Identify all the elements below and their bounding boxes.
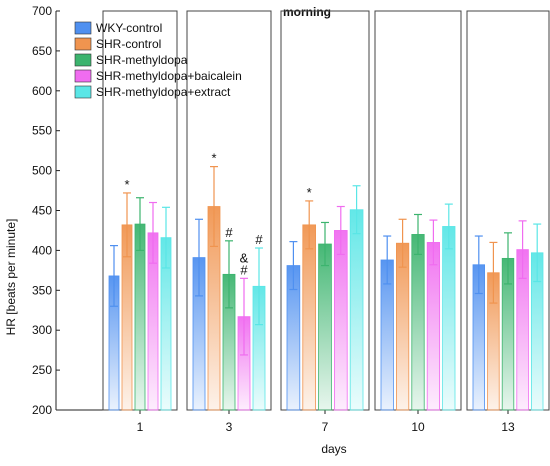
significance-marker: * bbox=[307, 185, 312, 200]
significance-marker: # bbox=[240, 262, 248, 277]
error-bar bbox=[429, 219, 438, 266]
legend-swatch bbox=[74, 85, 92, 99]
y-tick-label: 600 bbox=[32, 84, 52, 98]
error-bar bbox=[305, 200, 314, 250]
legend-swatch bbox=[74, 53, 92, 67]
bar-7-2 bbox=[318, 243, 332, 411]
error-bar bbox=[110, 245, 118, 307]
significance-marker: # bbox=[225, 225, 233, 240]
bar-10-1 bbox=[395, 242, 410, 411]
y-axis-label: HR [beats per minute] bbox=[4, 219, 18, 336]
bar-10-4 bbox=[442, 226, 456, 411]
error-bar bbox=[474, 235, 483, 295]
y-tick-label: 350 bbox=[32, 283, 52, 297]
y-tick-label: 250 bbox=[32, 363, 52, 377]
bar-1-2 bbox=[134, 223, 146, 411]
error-bar bbox=[414, 213, 422, 255]
x-tick-label: 3 bbox=[226, 420, 233, 434]
error-bar bbox=[255, 247, 263, 326]
error-bar bbox=[162, 206, 170, 269]
error-bar bbox=[444, 203, 453, 250]
legend-item: SHR-methyldopa+baicalein bbox=[74, 69, 242, 83]
x-tick-label: 7 bbox=[322, 420, 329, 434]
legend-label: SHR-methyldopa+baicalein bbox=[96, 69, 242, 83]
error-bar bbox=[149, 201, 157, 264]
x-tick-label: 1 bbox=[137, 420, 144, 434]
bar-10-2 bbox=[411, 234, 425, 411]
error-bar bbox=[210, 166, 218, 248]
axes: 200 250 300 350 400 450 500 550 600 650 700 bbox=[32, 4, 103, 417]
legend: WKY-control SHR-control SHR-methyldopa SHR-… bbox=[74, 21, 242, 99]
legend-label: SHR-methyldopa+extract bbox=[96, 85, 231, 99]
error-bar bbox=[321, 221, 329, 267]
panel-day-3: 3 * #&# # bbox=[186, 10, 272, 434]
error-bar bbox=[225, 240, 233, 309]
x-tick-label: 10 bbox=[411, 420, 425, 434]
legend-label: WKY-control bbox=[96, 21, 162, 35]
panel-day-13: 13 bbox=[466, 10, 550, 434]
error-bar bbox=[489, 241, 498, 304]
bar-7-4 bbox=[349, 209, 364, 411]
error-bar bbox=[336, 205, 345, 255]
y-tick-label: 650 bbox=[32, 44, 52, 58]
significance-marker: & bbox=[240, 250, 249, 265]
bar-7-1 bbox=[302, 224, 316, 411]
legend-swatch bbox=[74, 69, 92, 83]
significance-marker: # bbox=[255, 232, 263, 247]
error-bar bbox=[136, 197, 144, 251]
chart-title: morning bbox=[283, 5, 331, 19]
day-panels: 1*3*#&##7*10 13 bbox=[102, 10, 550, 434]
legend-label: SHR-methyldopa bbox=[96, 53, 188, 67]
y-tick-label: 450 bbox=[32, 204, 52, 218]
x-axis-label: days bbox=[321, 442, 346, 456]
error-bar bbox=[533, 223, 542, 283]
bar-10-3 bbox=[426, 242, 441, 411]
significance-marker: * bbox=[124, 177, 129, 192]
legend-swatch bbox=[74, 21, 92, 35]
y-tick-label: 500 bbox=[32, 164, 52, 178]
legend-item: SHR-methyldopa bbox=[74, 53, 188, 67]
error-bar bbox=[195, 218, 203, 297]
legend-item: SHR-control bbox=[74, 37, 161, 51]
y-tick-label: 300 bbox=[32, 323, 52, 337]
y-tick-label: 200 bbox=[32, 403, 52, 417]
error-bar bbox=[123, 192, 131, 258]
legend-item: WKY-control bbox=[74, 21, 162, 35]
legend-label: SHR-control bbox=[96, 37, 161, 51]
error-bar bbox=[289, 241, 298, 291]
y-tick-label: 700 bbox=[32, 4, 52, 18]
bar-7-3 bbox=[333, 230, 348, 411]
error-bar bbox=[504, 232, 512, 285]
panel-day-10: 10 bbox=[374, 10, 462, 434]
error-bar bbox=[352, 185, 361, 235]
error-bar bbox=[518, 220, 527, 279]
legend-item: SHR-methyldopa+extract bbox=[74, 85, 231, 99]
y-tick-label: 550 bbox=[32, 124, 52, 138]
error-bar bbox=[398, 218, 407, 268]
significance-marker: * bbox=[211, 151, 216, 166]
error-bar bbox=[240, 277, 248, 356]
y-tick-label: 400 bbox=[32, 243, 52, 257]
legend-swatch bbox=[74, 37, 92, 51]
error-bar bbox=[383, 235, 392, 285]
x-tick-label: 13 bbox=[501, 420, 515, 434]
panel-day-7: 7* bbox=[280, 10, 370, 434]
panel-day-1: 1* bbox=[102, 10, 178, 434]
